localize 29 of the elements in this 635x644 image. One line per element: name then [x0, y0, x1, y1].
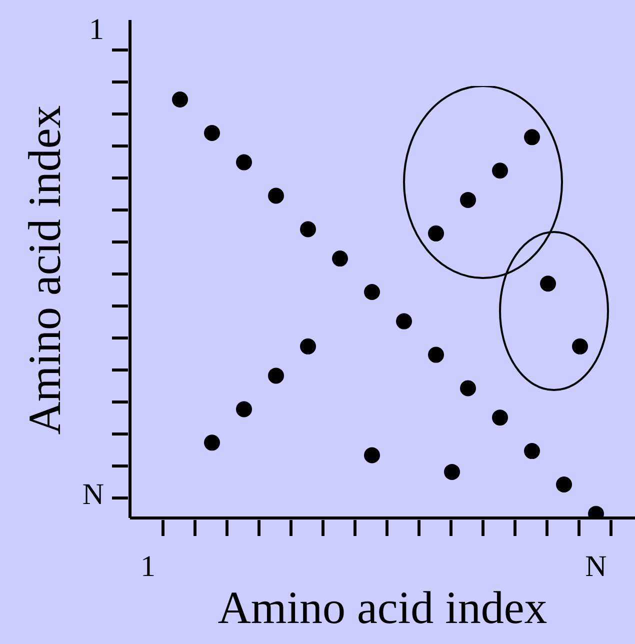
point	[524, 129, 540, 146]
point	[204, 124, 220, 141]
point	[396, 313, 412, 330]
point	[236, 154, 252, 170]
text: N	[81, 477, 104, 513]
point	[492, 410, 508, 426]
point	[172, 92, 188, 108]
x-axis-title: Amino acid index	[218, 582, 548, 633]
point	[364, 447, 380, 464]
point	[492, 162, 508, 179]
point	[364, 284, 380, 300]
point	[268, 368, 284, 384]
point	[300, 338, 316, 354]
point	[460, 380, 476, 396]
point	[444, 464, 460, 480]
point	[236, 401, 252, 418]
point	[268, 188, 284, 204]
point	[540, 276, 556, 292]
point	[572, 338, 588, 354]
y-axis-title: Amino acid index	[18, 104, 71, 437]
point	[524, 443, 540, 460]
point	[300, 221, 316, 238]
point	[204, 434, 220, 451]
text: 1	[88, 12, 104, 48]
point	[556, 476, 572, 493]
point	[428, 346, 444, 363]
point	[332, 250, 348, 267]
point	[428, 225, 444, 242]
point	[460, 192, 476, 208]
